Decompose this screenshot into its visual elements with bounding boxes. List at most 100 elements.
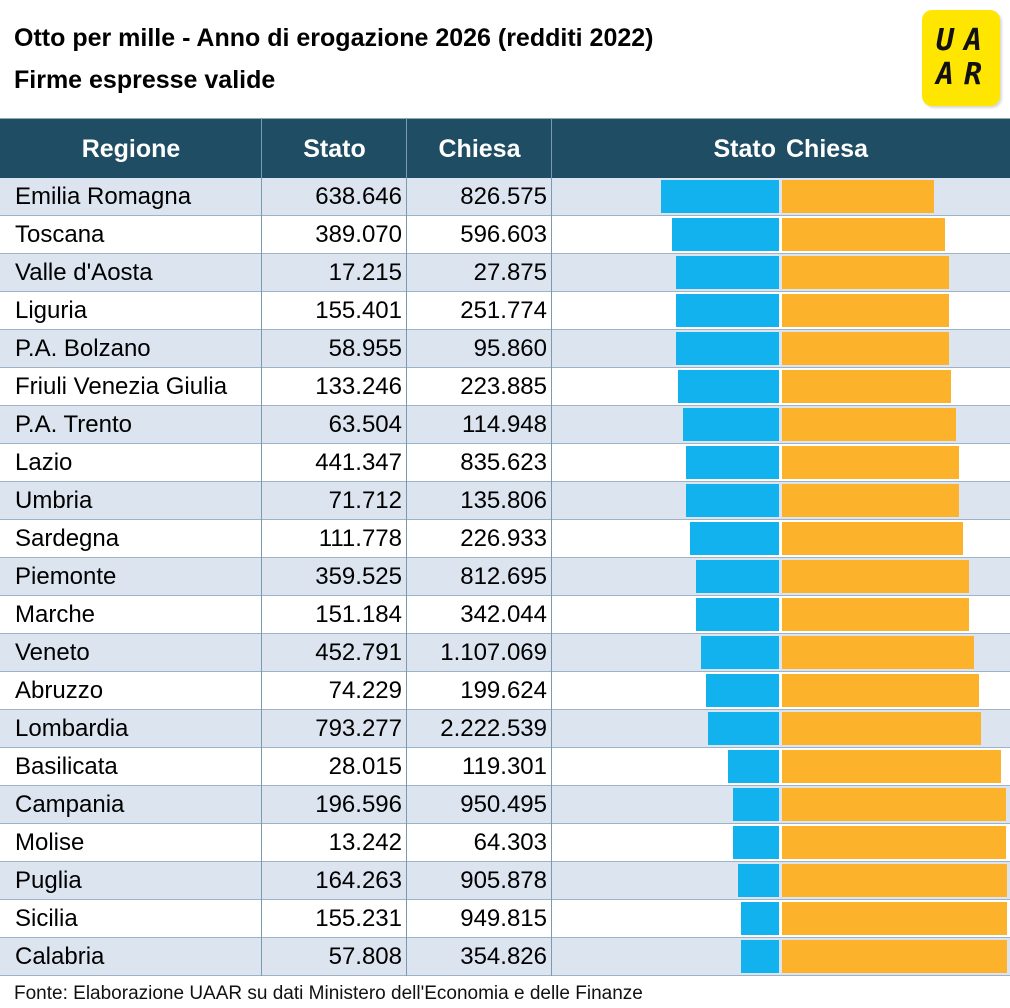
region-name: Emilia Romagna <box>15 183 192 210</box>
chiesa-value: 596.603 <box>460 221 547 248</box>
header-stato: Stato <box>303 135 366 163</box>
chiesa-value: 905.878 <box>460 867 547 894</box>
chiesa-value: 199.624 <box>460 677 547 704</box>
chiesa-bar <box>782 408 956 441</box>
stato-bar <box>685 446 779 479</box>
chiesa-bar <box>782 370 952 403</box>
table-row: Calabria 57.808 354.826 <box>0 938 1010 976</box>
chiesa-bar <box>782 446 959 479</box>
stato-bar <box>685 484 779 517</box>
region-name: P.A. Trento <box>15 411 132 438</box>
chiesa-value: 2.222.539 <box>440 715 547 742</box>
region-name: Valle d'Aosta <box>15 259 153 286</box>
chiesa-bar <box>782 484 959 517</box>
chiesa-value: 135.806 <box>460 487 547 514</box>
stato-bar <box>675 294 779 327</box>
stato-bar <box>700 636 779 669</box>
region-name: Toscana <box>15 221 105 248</box>
chiesa-value: 949.815 <box>460 905 547 932</box>
stato-value: 74.229 <box>328 677 402 704</box>
logo-letter: U <box>936 23 955 58</box>
table-row: Piemonte 359.525 812.695 <box>0 558 1010 596</box>
chiesa-value: 226.933 <box>460 525 547 552</box>
chiesa-value: 27.875 <box>473 259 547 286</box>
chiesa-bar <box>782 256 949 289</box>
stato-value: 133.246 <box>315 373 402 400</box>
region-name: Veneto <box>15 639 90 666</box>
chiesa-value: 354.826 <box>460 943 547 970</box>
chiesa-bar <box>782 712 981 745</box>
table-row: Umbria 71.712 135.806 <box>0 482 1010 520</box>
stato-bar <box>689 522 779 555</box>
table-row: Basilicata 28.015 119.301 <box>0 748 1010 786</box>
logo-letter: A <box>936 57 955 92</box>
stato-value: 28.015 <box>328 753 402 780</box>
stato-value: 638.646 <box>315 183 402 210</box>
region-name: Marche <box>15 601 96 628</box>
chiesa-value: 835.623 <box>460 449 547 476</box>
chiesa-bar <box>782 294 949 327</box>
chiesa-bar <box>782 902 1007 935</box>
table-row: Campania 196.596 950.495 <box>0 786 1010 824</box>
chiesa-bar <box>782 788 1006 821</box>
stato-value: 13.242 <box>328 829 402 856</box>
stato-bar <box>675 256 779 289</box>
stato-bar <box>707 712 779 745</box>
region-name: Basilicata <box>15 753 118 780</box>
chiesa-value: 1.107.069 <box>440 639 547 666</box>
table-row: Lazio 441.347 835.623 <box>0 444 1010 482</box>
column-divider <box>551 118 552 976</box>
table-row: Marche 151.184 342.044 <box>0 596 1010 634</box>
table-row: Toscana 389.070 596.603 <box>0 216 1010 254</box>
stato-bar <box>696 598 779 631</box>
stato-bar <box>741 902 779 935</box>
stato-bar <box>696 560 779 593</box>
stato-bar <box>732 826 779 859</box>
chiesa-bar <box>782 940 1007 973</box>
region-name: Sardegna <box>15 525 120 552</box>
chiesa-value: 64.303 <box>473 829 547 856</box>
chiesa-value: 826.575 <box>460 183 547 210</box>
stato-value: 359.525 <box>315 563 402 590</box>
region-name: Campania <box>15 791 125 818</box>
stato-value: 196.596 <box>315 791 402 818</box>
chiesa-value: 812.695 <box>460 563 547 590</box>
chiesa-value: 95.860 <box>473 335 547 362</box>
stato-bar <box>732 788 779 821</box>
region-name: Abruzzo <box>15 677 104 704</box>
chiesa-value: 119.301 <box>462 753 547 780</box>
table-row: Veneto 452.791 1.107.069 <box>0 634 1010 672</box>
chiesa-value: 342.044 <box>460 601 547 628</box>
chiesa-value: 950.495 <box>460 791 547 818</box>
logo-letter: A <box>964 23 983 58</box>
table-row: Friuli Venezia Giulia 133.246 223.885 <box>0 368 1010 406</box>
stato-value: 164.263 <box>315 867 402 894</box>
table-row: Molise 13.242 64.303 <box>0 824 1010 862</box>
region-name: Lombardia <box>15 715 129 742</box>
stato-bar <box>672 218 779 251</box>
region-name: Calabria <box>15 943 105 970</box>
chiesa-bar <box>782 598 970 631</box>
stato-value: 155.231 <box>315 905 402 932</box>
stato-bar <box>676 332 779 365</box>
region-name: Umbria <box>15 487 93 514</box>
stato-bar <box>737 864 779 897</box>
chart-title-line2: Firme espresse valide <box>14 66 276 94</box>
stato-value: 111.778 <box>318 525 402 552</box>
logo-letter: R <box>964 57 983 92</box>
region-name: Molise <box>15 829 85 856</box>
table-row: Puglia 164.263 905.878 <box>0 862 1010 900</box>
region-name: Liguria <box>15 297 88 324</box>
table-row: Sicilia 155.231 949.815 <box>0 900 1010 938</box>
stato-value: 63.504 <box>328 411 402 438</box>
stato-bar <box>727 750 779 783</box>
table-row: Liguria 155.401 251.774 <box>0 292 1010 330</box>
source-note: Fonte: Elaborazione UAAR su dati Ministe… <box>14 983 643 1004</box>
chiesa-bar <box>782 180 935 213</box>
table-row: Sardegna 111.778 226.933 <box>0 520 1010 558</box>
chiesa-bar <box>782 522 963 555</box>
chiesa-bar <box>782 332 950 365</box>
stato-bar <box>661 180 779 213</box>
header-chiesa: Chiesa <box>438 135 521 163</box>
chiesa-bar <box>782 674 979 707</box>
